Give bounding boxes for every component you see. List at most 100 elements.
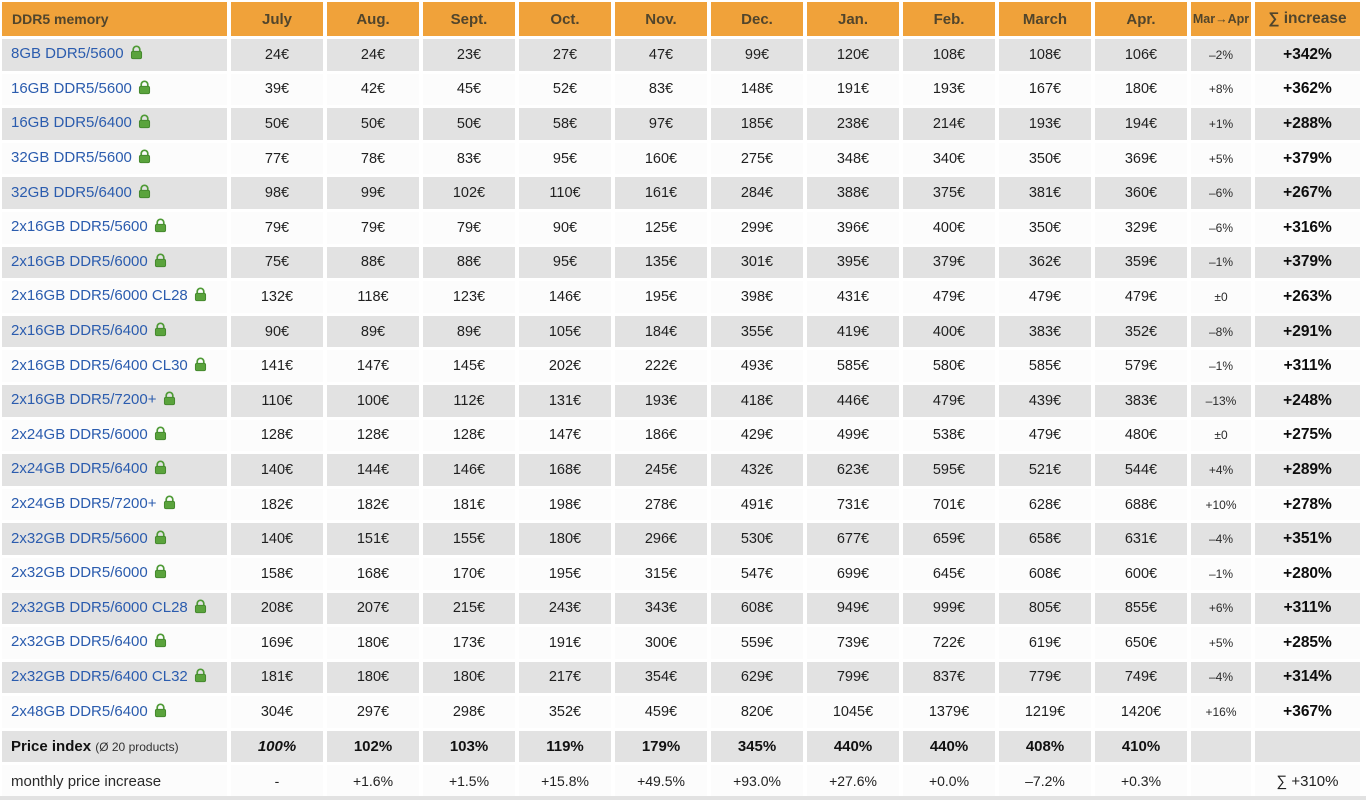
price-cell: 158€: [231, 557, 323, 590]
product-link[interactable]: 2x24GB DDR5/6000: [11, 425, 148, 443]
price-cell: 125€: [615, 211, 707, 244]
sum-increase-cell: +289%: [1255, 454, 1360, 486]
lock-icon: [153, 564, 168, 583]
price-cell: 479€: [999, 419, 1091, 452]
price-cell: 722€: [903, 627, 995, 659]
column-header-month: Nov.: [615, 2, 707, 36]
price-cell: 180€: [327, 627, 419, 659]
lock-icon: [153, 633, 168, 652]
price-cell: 128€: [423, 419, 515, 452]
price-cell: 193€: [615, 384, 707, 417]
product-link[interactable]: 2x32GB DDR5/6000: [11, 564, 148, 582]
column-header-month: Sept.: [423, 2, 515, 36]
lock-icon: [193, 357, 208, 376]
product-link[interactable]: 16GB DDR5/5600: [11, 79, 132, 97]
price-index-change-empty: [1191, 730, 1251, 763]
table-row: 2x16GB DDR5/6000 75€ 88€ 88€ 95€ 135€ 301€ 395€…: [2, 246, 1360, 279]
product-link[interactable]: 2x32GB DDR5/5600: [11, 529, 148, 547]
price-cell: 585€: [999, 350, 1091, 382]
price-cell: 383€: [1095, 384, 1187, 417]
price-cell: 429€: [711, 419, 803, 452]
price-cell: 243€: [519, 592, 611, 625]
price-cell: 446€: [807, 384, 899, 417]
product-link[interactable]: 32GB DDR5/5600: [11, 149, 132, 167]
product-link[interactable]: 2x16GB DDR5/6000: [11, 252, 148, 270]
product-cell: 16GB DDR5/6400: [2, 108, 227, 140]
product-cell: 32GB DDR5/6400: [2, 177, 227, 209]
lock-icon: [137, 184, 152, 203]
price-cell: 530€: [711, 523, 803, 555]
price-cell: 301€: [711, 246, 803, 279]
monthly-increase-row: monthly price increase - +1.6% +1.5% +15.8% +…: [2, 765, 1360, 798]
sum-increase-cell: +362%: [1255, 73, 1360, 106]
price-cell: 278€: [615, 488, 707, 521]
price-cell: 658€: [999, 523, 1091, 555]
product-link[interactable]: 2x32GB DDR5/6400 CL32: [11, 667, 188, 685]
sum-increase-cell: +285%: [1255, 627, 1360, 659]
product-link[interactable]: 32GB DDR5/6400: [11, 183, 132, 201]
product-link[interactable]: 2x48GB DDR5/6400: [11, 702, 148, 720]
price-cell: 99€: [327, 177, 419, 209]
table-row: 16GB DDR5/5600 39€ 42€ 45€ 52€ 83€ 148€ 191€ 193…: [2, 73, 1360, 106]
product-link[interactable]: 2x16GB DDR5/6400: [11, 322, 148, 340]
price-cell: 297€: [327, 696, 419, 728]
table-row: 2x24GB DDR5/6000 128€ 128€ 128€ 147€ 186€ 429€…: [2, 419, 1360, 452]
price-cell: 749€: [1095, 661, 1187, 694]
price-cell: 731€: [807, 488, 899, 521]
product-link[interactable]: 2x24GB DDR5/7200+: [11, 495, 157, 513]
sum-increase-cell: +314%: [1255, 661, 1360, 694]
price-cell: 95€: [519, 246, 611, 279]
change-cell: ±0: [1191, 419, 1251, 452]
price-cell: 375€: [903, 177, 995, 209]
price-cell: 182€: [231, 488, 323, 521]
price-cell: 608€: [999, 557, 1091, 590]
column-header-mar-apr: Mar→Apr: [1191, 2, 1251, 36]
change-cell: +6%: [1191, 592, 1251, 625]
product-link[interactable]: 16GB DDR5/6400: [11, 114, 132, 132]
table-row: 2x16GB DDR5/7200+ 110€ 100€ 112€ 131€ 193€ 418…: [2, 384, 1360, 417]
price-cell: 105€: [519, 315, 611, 348]
product-link[interactable]: 2x32GB DDR5/6400: [11, 633, 148, 651]
price-cell: 300€: [615, 627, 707, 659]
price-cell: 396€: [807, 211, 899, 244]
price-cell: 110€: [519, 177, 611, 209]
sum-increase-cell: +379%: [1255, 246, 1360, 279]
price-cell: 350€: [999, 211, 1091, 244]
product-link[interactable]: 2x16GB DDR5/5600: [11, 218, 148, 236]
sum-increase-cell: +291%: [1255, 315, 1360, 348]
price-cell: 677€: [807, 523, 899, 555]
price-cell: 659€: [903, 523, 995, 555]
price-cell: 77€: [231, 142, 323, 175]
price-cell: 949€: [807, 592, 899, 625]
product-link[interactable]: 8GB DDR5/5600: [11, 45, 124, 63]
price-cell: 479€: [999, 281, 1091, 313]
price-cell: 208€: [231, 592, 323, 625]
product-cell: 32GB DDR5/5600: [2, 142, 227, 175]
price-cell: 688€: [1095, 488, 1187, 521]
lock-icon: [137, 149, 152, 168]
price-cell: 628€: [999, 488, 1091, 521]
product-link[interactable]: 2x16GB DDR5/7200+: [11, 391, 157, 409]
price-cell: 419€: [807, 315, 899, 348]
column-header-month: Oct.: [519, 2, 611, 36]
price-cell: 167€: [999, 73, 1091, 106]
price-cell: 194€: [1095, 108, 1187, 140]
price-cell: 479€: [903, 281, 995, 313]
price-cell: 395€: [807, 246, 899, 279]
price-cell: 108€: [903, 39, 995, 71]
price-cell: 650€: [1095, 627, 1187, 659]
price-cell: 348€: [807, 142, 899, 175]
product-link[interactable]: 2x32GB DDR5/6000 CL28: [11, 598, 188, 616]
monthly-increase-value: -: [231, 765, 323, 798]
monthly-increase-value: +15.8%: [519, 765, 611, 798]
product-link[interactable]: 2x16GB DDR5/6000 CL28: [11, 287, 188, 305]
price-cell: 88€: [327, 246, 419, 279]
product-link[interactable]: 2x24GB DDR5/6400: [11, 460, 148, 478]
price-index-value: 345%: [711, 730, 803, 763]
monthly-increase-value: +93.0%: [711, 765, 803, 798]
sum-increase-cell: +267%: [1255, 177, 1360, 209]
table-row: 2x32GB DDR5/6000 CL28 208€ 207€ 215€ 243€ 343…: [2, 592, 1360, 625]
product-link[interactable]: 2x16GB DDR5/6400 CL30: [11, 356, 188, 374]
lock-icon: [153, 218, 168, 237]
price-cell: 499€: [807, 419, 899, 452]
